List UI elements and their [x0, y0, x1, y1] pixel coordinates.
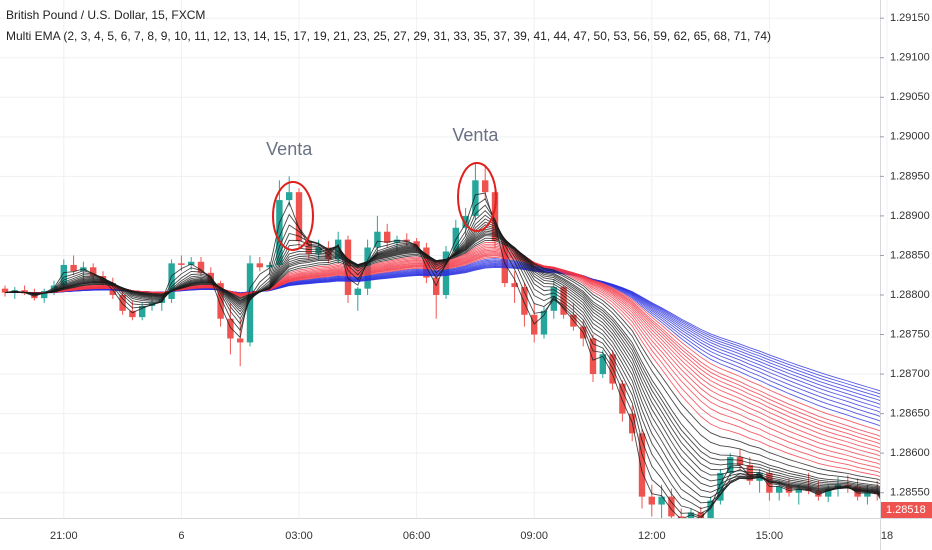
candle-body — [472, 180, 479, 216]
indicator-label: Multi EMA (2, 3, 4, 5, 6, 7, 8, 9, 10, 1… — [6, 29, 771, 43]
candle-body — [785, 486, 793, 493]
ema-line — [4, 239, 880, 481]
y-tick-label: 1.29150 — [890, 12, 930, 24]
axes: 1.29150 1.29100 1.29050 1.29000 1.28950 1.289… — [50, 12, 930, 542]
candle-body — [197, 261, 205, 273]
x-tick-label: 6 — [178, 530, 184, 542]
candle-body — [41, 291, 48, 299]
candle-body — [638, 433, 646, 497]
candle-body — [668, 496, 675, 517]
ema-line — [4, 209, 880, 509]
candle-body — [864, 492, 871, 497]
y-tick-label: 1.28900 — [890, 210, 930, 222]
x-tick-label: 12:00 — [638, 530, 666, 542]
candle-body — [227, 318, 234, 339]
candle-body — [540, 310, 548, 335]
candle-body — [619, 383, 626, 414]
candle-body — [707, 500, 714, 518]
candle-body — [697, 512, 704, 518]
candle-body — [374, 231, 381, 248]
candle-body — [21, 290, 28, 294]
candle-body — [246, 263, 254, 343]
y-tick-label: 1.28650 — [890, 408, 930, 420]
annotation: Venta — [452, 125, 499, 145]
last-price-label: 1.28518 — [886, 504, 926, 516]
candle-body — [384, 231, 391, 243]
candle-body — [90, 267, 97, 277]
candle-body — [531, 314, 538, 335]
candle-body — [1, 288, 9, 293]
candle-body — [462, 215, 469, 228]
last-price-box — [881, 502, 932, 518]
ema-line — [4, 218, 880, 499]
x-tick-label: 06:00 — [403, 530, 431, 542]
candle-body — [678, 516, 685, 518]
candle-body — [168, 263, 175, 299]
y-tick-label: 1.28550 — [890, 487, 930, 499]
candle-body — [60, 264, 67, 286]
plot-area — [1, 162, 880, 518]
candle-body — [237, 338, 244, 343]
y-tick-label: 1.28600 — [890, 447, 930, 459]
candle-body — [325, 247, 332, 260]
candle-body — [119, 294, 126, 311]
y-tick-label: 1.28700 — [890, 368, 930, 380]
highlight-circle — [272, 181, 314, 251]
x-tick-label: 15:00 — [756, 530, 784, 542]
x-tick-label: 21:00 — [50, 530, 78, 542]
y-tick-label: 1.29100 — [890, 52, 930, 64]
candle-body — [295, 192, 303, 242]
candle-body — [491, 192, 499, 242]
candle-body — [560, 287, 567, 315]
candle-body — [589, 338, 597, 375]
candle-body — [825, 488, 832, 497]
candle-body — [139, 306, 146, 318]
candle-body — [178, 263, 185, 265]
chart-title: British Pound / U.S. Dollar, 15, FXCM — [6, 8, 205, 22]
x-tick-label: 03:00 — [285, 530, 313, 542]
candle-body — [648, 496, 655, 505]
candle-body — [335, 239, 342, 260]
candle-body — [776, 486, 783, 493]
candle-body — [727, 457, 734, 473]
candle-body — [70, 264, 77, 272]
candle-body — [511, 283, 518, 288]
candle-body — [717, 472, 724, 501]
candle-body — [403, 239, 410, 242]
candle-body — [658, 496, 665, 505]
candle-body — [746, 465, 753, 481]
candle-body — [393, 239, 401, 243]
candle-body — [795, 488, 802, 493]
candle-body — [305, 241, 312, 254]
candle-body — [256, 263, 263, 268]
candle-body — [482, 180, 489, 193]
candle-body — [736, 457, 744, 466]
y-tick-label: 1.28750 — [890, 328, 930, 340]
annotation: Venta — [266, 139, 313, 159]
y-tick-label: 1.29050 — [890, 91, 930, 103]
candle-body — [188, 261, 195, 265]
y-tick-label: 1.28800 — [890, 289, 930, 301]
y-tick-label: 1.28950 — [890, 170, 930, 182]
candle-body — [815, 491, 822, 497]
y-tick-label: 1.29000 — [890, 131, 930, 143]
x-tick-label: 09:00 — [520, 530, 548, 542]
grid — [0, 0, 888, 518]
x-tick-label: 18 — [881, 530, 893, 542]
ema-line — [4, 256, 880, 432]
candle-body — [276, 200, 283, 265]
candle-body — [286, 192, 293, 201]
candle-body — [599, 354, 606, 375]
candle-body — [521, 287, 528, 315]
candle-body — [129, 310, 136, 318]
highlight-circle — [457, 162, 497, 232]
candle-body — [354, 288, 361, 295]
y-tick-label: 1.28850 — [890, 249, 930, 261]
candle-body — [217, 283, 224, 319]
candle-body — [31, 293, 38, 299]
